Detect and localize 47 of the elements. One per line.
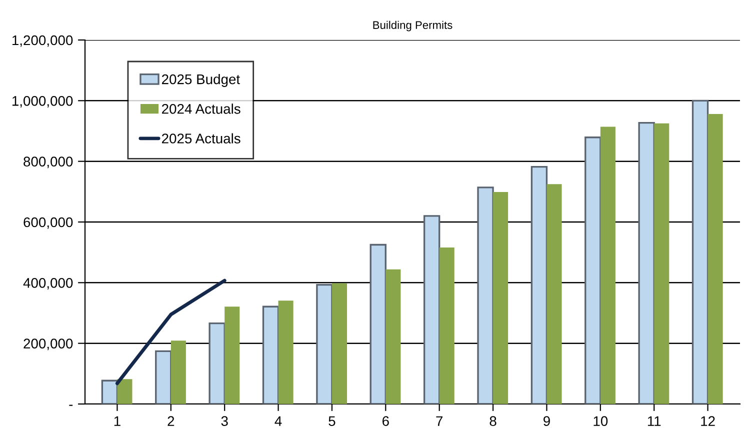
- bar: [117, 379, 132, 404]
- bar: [170, 340, 186, 404]
- x-tick-label: 11: [648, 416, 661, 426]
- bar: [692, 100, 709, 404]
- bar: [370, 244, 386, 404]
- bar: [654, 123, 670, 404]
- x-tick-label: 5: [328, 416, 336, 426]
- bar: [262, 306, 280, 404]
- bar: [708, 114, 723, 404]
- bar: [493, 192, 508, 404]
- bar: [332, 283, 347, 404]
- x-tick-label: 6: [382, 416, 389, 426]
- legend-label: 2025 Budget: [162, 74, 240, 87]
- y-tick-label: 200,000: [24, 338, 73, 350]
- bar: [316, 284, 333, 404]
- y-tick-label: 400,000: [23, 278, 73, 290]
- x-tick-label: 2: [168, 416, 174, 426]
- bar: [477, 186, 494, 404]
- y-tick-label: 1,200,000: [12, 35, 73, 47]
- x-tick-label: 9: [544, 416, 550, 426]
- bar: [423, 215, 440, 404]
- bar: [208, 322, 226, 404]
- bar: [600, 126, 616, 404]
- bar: [386, 269, 401, 404]
- bar: [546, 184, 562, 404]
- bar: [530, 166, 548, 404]
- legend-label: 2025 Actuals: [162, 133, 240, 144]
- bar: [224, 306, 240, 404]
- y-tick-label: 600,000: [24, 217, 73, 229]
- chart-title: Building Permits: [373, 20, 452, 32]
- bar: [638, 122, 655, 404]
- bar: [439, 247, 454, 404]
- bar: [101, 380, 118, 404]
- x-tick-label: 4: [274, 416, 282, 426]
- bar: [155, 350, 172, 404]
- x-tick-label: 7: [436, 416, 443, 426]
- y-tick-label: 1,000,000: [12, 96, 73, 108]
- legend-label: 2024 Actuals: [162, 104, 240, 114]
- bar: [278, 300, 294, 404]
- y-tick-label: -: [69, 404, 73, 406]
- x-tick-label: 12: [701, 416, 715, 426]
- x-tick-label: 10: [594, 416, 608, 426]
- y-tick-label: 800,000: [24, 156, 73, 168]
- x-tick-label: 1: [114, 416, 120, 426]
- x-tick-label: 8: [490, 416, 496, 426]
- bar: [584, 136, 602, 404]
- x-tick-label: 3: [221, 416, 228, 426]
